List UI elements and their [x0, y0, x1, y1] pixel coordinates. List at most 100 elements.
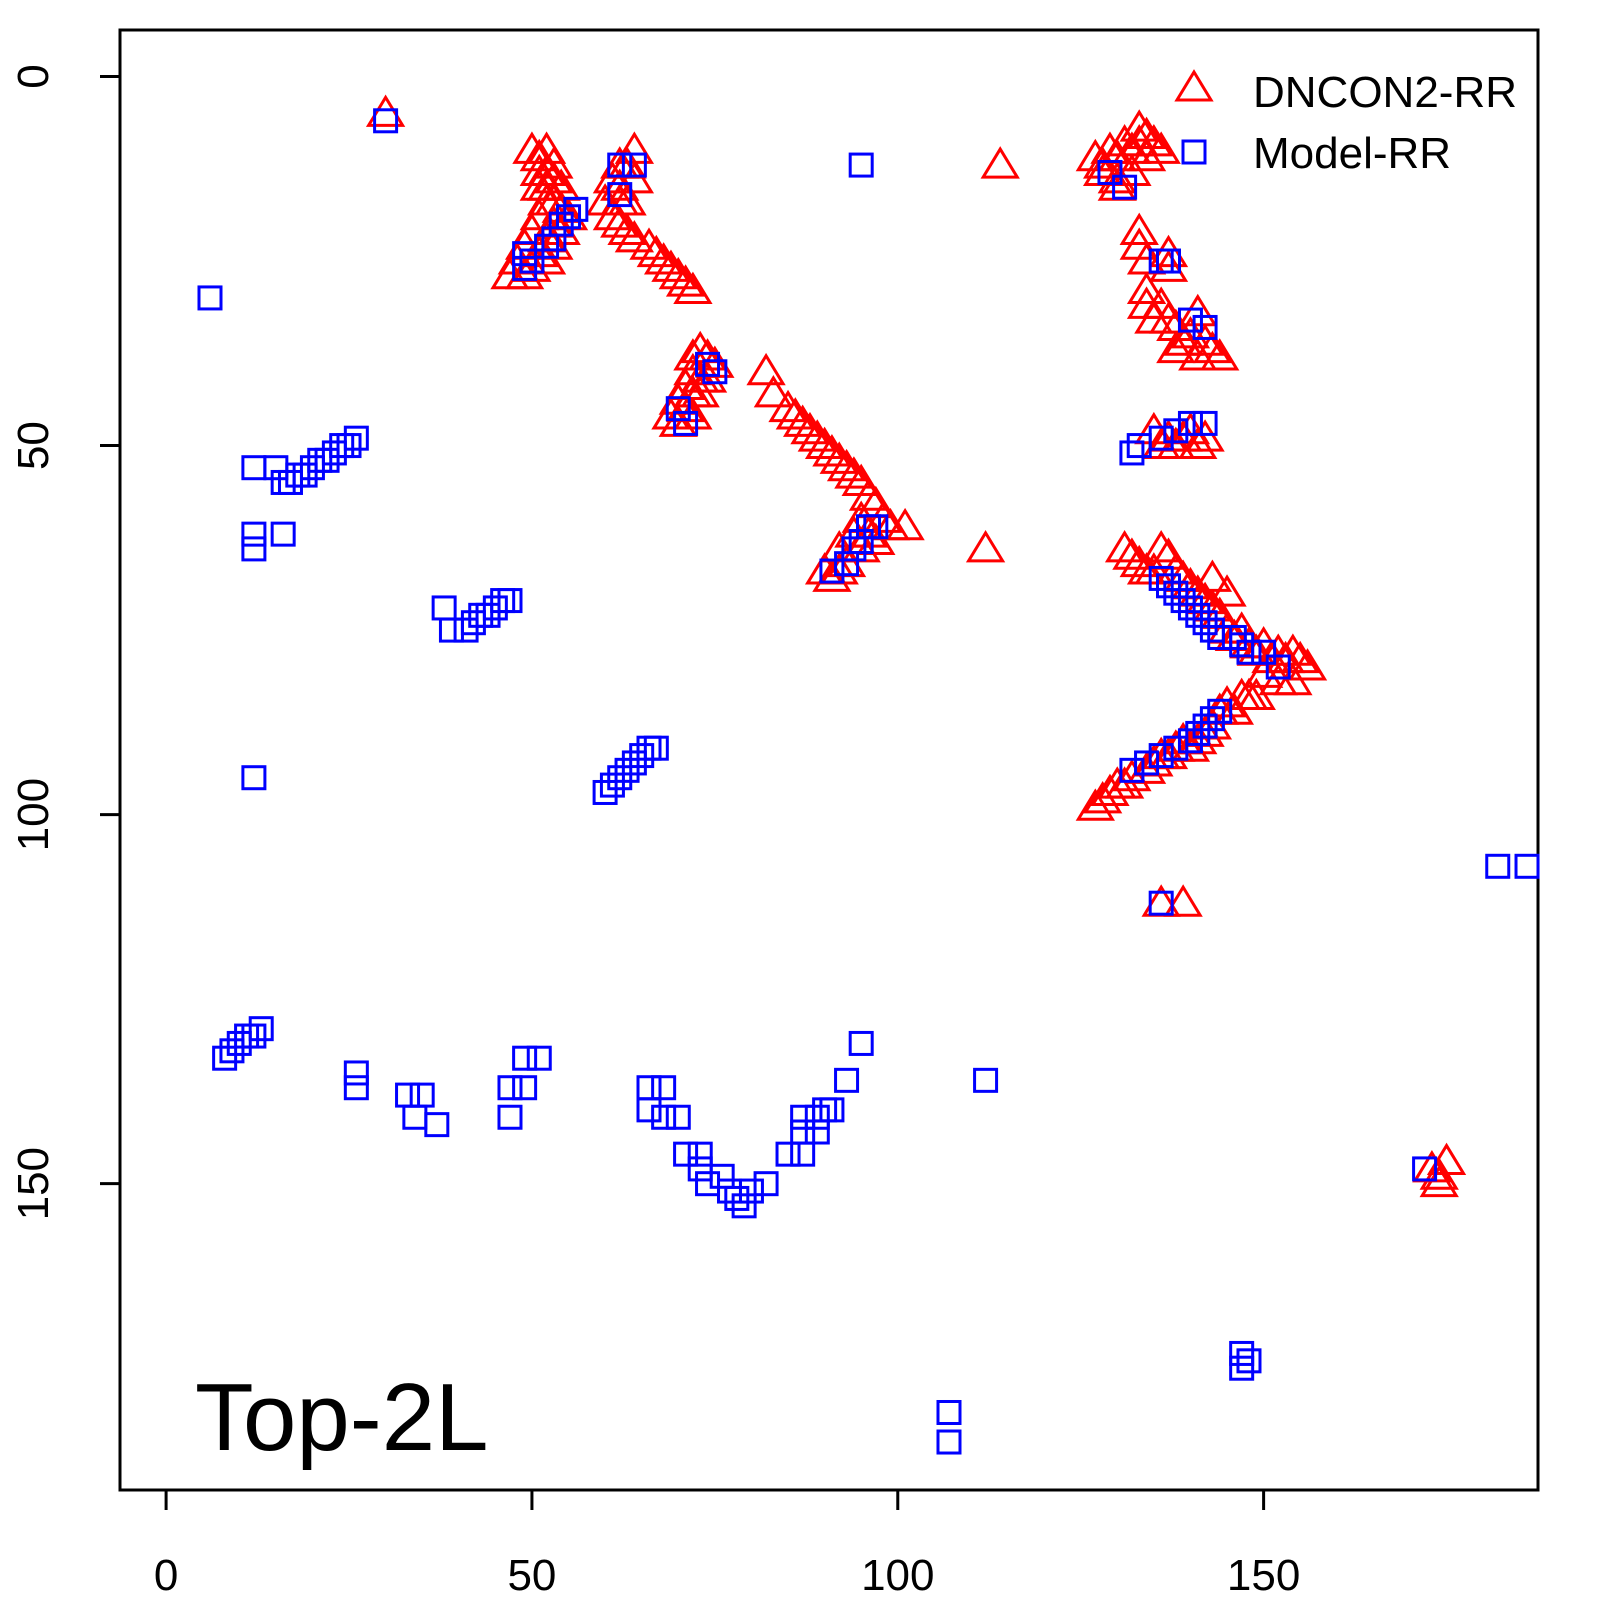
model-rr-point — [563, 196, 589, 222]
dncon2-rr-point — [1287, 648, 1328, 681]
dncon2-rr-point — [980, 146, 1020, 179]
x-tick-label: 50 — [507, 1551, 556, 1600]
model-rr-point — [1229, 1340, 1255, 1366]
dncon2-rr-point — [1200, 338, 1240, 371]
model-rr-point — [687, 1156, 713, 1182]
dncon2-rr-point — [687, 338, 728, 371]
model-rr-point — [819, 1097, 845, 1123]
model-rr-point — [1126, 433, 1152, 459]
model-rr-point — [226, 1030, 252, 1056]
model-rr-point — [651, 1104, 677, 1130]
model-rr-point — [607, 152, 633, 178]
model-rr-point — [1177, 410, 1203, 436]
model-rr-point — [1134, 750, 1160, 776]
model-rr-point — [343, 1060, 369, 1086]
model-rr-point — [548, 211, 574, 237]
model-rr-point — [673, 410, 699, 436]
dncon2-rr-point — [746, 352, 786, 386]
panel-label: Top-2L — [195, 1364, 489, 1471]
dncon2-rr-point — [812, 559, 852, 592]
model-rr-point — [270, 469, 296, 495]
model-rr-point — [490, 588, 516, 614]
model-rr-point — [1199, 706, 1225, 732]
model-rr-point — [687, 1141, 713, 1167]
dncon2-rr-point — [680, 375, 720, 408]
dncon2-rr-point — [607, 212, 647, 246]
model-rr-point — [695, 1171, 721, 1197]
model-rr-point — [343, 1075, 369, 1101]
model-rr-point — [790, 1119, 816, 1145]
model-rr-point — [804, 1104, 830, 1130]
model-rr-point — [607, 182, 633, 208]
dncon2-rr-point — [365, 94, 406, 127]
dncon2-rr-point — [1178, 426, 1218, 460]
dncon2-rr-point — [1273, 662, 1313, 696]
model-rr-point — [292, 462, 318, 488]
dncon2-rr-point — [504, 256, 545, 290]
model-rr-point — [321, 440, 347, 466]
dncon2-rr-point — [1163, 884, 1203, 917]
dncon2-rr-point — [1112, 758, 1152, 792]
model-rr-point — [1177, 307, 1203, 333]
dncon2-rr-point — [592, 197, 633, 231]
model-rr-point — [285, 462, 311, 488]
model-rr-point — [819, 558, 845, 584]
model-rr-point — [1119, 440, 1145, 466]
dncon2-rr-point — [775, 397, 816, 430]
dncon2-rr-point — [1185, 419, 1225, 452]
model-rr-point — [834, 1067, 860, 1093]
model-rr-point — [234, 1023, 260, 1049]
model-rr-point — [241, 536, 267, 562]
model-rr-point — [1156, 248, 1182, 274]
model-rr-point — [241, 521, 267, 547]
model-rr-point — [512, 1075, 538, 1101]
x-tick-label: 150 — [1227, 1551, 1300, 1600]
model-rr-point — [343, 425, 369, 451]
model-rr-point — [1229, 1355, 1255, 1381]
model-rr-point — [636, 735, 662, 761]
dncon2-rr-point — [1163, 419, 1203, 452]
dncon2-rr-point — [1178, 338, 1218, 371]
model-rr-point — [453, 617, 479, 643]
model-rr-point — [402, 1104, 428, 1130]
model-rr-point — [973, 1067, 999, 1093]
model-rr-point — [1177, 595, 1203, 621]
dncon2-rr-point — [1126, 271, 1167, 305]
model-rr-point — [197, 285, 223, 311]
model-rr-point — [804, 1119, 830, 1145]
legend-square-marker — [1181, 139, 1207, 165]
model-rr-point — [482, 595, 508, 621]
model-rr-point — [460, 610, 486, 636]
dncon2-rr-point — [651, 249, 691, 282]
model-rr-point — [629, 743, 655, 769]
data-points — [197, 94, 1540, 1455]
model-rr-point — [270, 521, 296, 547]
dncon2-rr-point — [1148, 301, 1189, 334]
dncon2-rr-point — [1170, 315, 1211, 349]
y-tick-label: 150 — [9, 1147, 58, 1220]
model-rr-point — [241, 455, 267, 481]
dncon2-rr-point — [863, 500, 903, 533]
model-rr-point — [314, 447, 340, 473]
model-rr-point — [753, 1171, 779, 1197]
model-rr-point — [1236, 1348, 1262, 1374]
dncon2-rr-point — [673, 271, 713, 305]
model-rr-point — [621, 750, 647, 776]
dncon2-rr-point — [1119, 212, 1159, 246]
model-rr-point — [1163, 580, 1189, 606]
model-rr-point — [614, 757, 640, 783]
model-rr-point — [1185, 720, 1211, 746]
model-rr-point — [512, 255, 538, 281]
model-rr-point — [1119, 757, 1145, 783]
dncon2-rr-point — [834, 456, 874, 489]
dncon2-rr-point — [534, 160, 574, 194]
model-rr-point — [219, 1038, 245, 1064]
model-rr-point — [395, 1082, 421, 1108]
legend: DNCON2-RR Model-RR — [1174, 68, 1517, 178]
model-rr-point — [621, 152, 647, 178]
model-rr-point — [812, 1097, 838, 1123]
model-rr-point — [329, 433, 355, 459]
dncon2-rr-point — [1112, 537, 1152, 570]
model-rr-point — [643, 735, 669, 761]
